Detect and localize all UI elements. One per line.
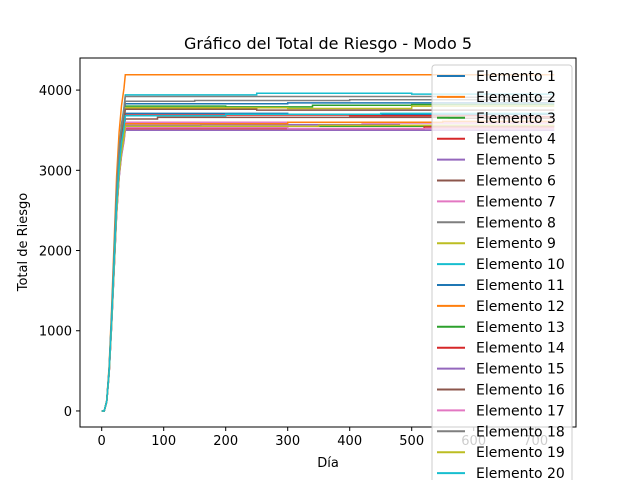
legend-label: Elemento 15 xyxy=(476,362,565,378)
legend-label: Elemento 8 xyxy=(476,215,556,231)
legend-label: Elemento 3 xyxy=(476,111,556,127)
legend-label: Elemento 14 xyxy=(476,341,565,357)
y-axis-label: Total de Riesgo xyxy=(16,193,31,293)
legend-label: Elemento 18 xyxy=(476,424,565,440)
x-tick-label: 300 xyxy=(275,434,300,449)
legend-label: Elemento 4 xyxy=(476,132,556,148)
legend-label: Elemento 20 xyxy=(476,466,565,480)
y-tick-label: 4000 xyxy=(39,84,72,99)
legend-label: Elemento 2 xyxy=(476,90,556,106)
axes-frame xyxy=(79,57,577,428)
legend-label: Elemento 12 xyxy=(476,299,565,315)
legend-label: Elemento 11 xyxy=(476,278,565,294)
x-axis-label: Día xyxy=(317,456,339,471)
legend: Elemento 1 Elemento 2 Elemento 3 Elemento 4… xyxy=(431,64,573,480)
legend-label: Elemento 19 xyxy=(476,445,565,461)
legend-label: Elemento 6 xyxy=(476,174,556,190)
y-tick-label: 1000 xyxy=(39,325,72,340)
x-tick-label: 0 xyxy=(98,434,106,449)
chart-title: Gráfico del Total de Riesgo - Modo 5 xyxy=(184,34,472,53)
legend-label: Elemento 7 xyxy=(476,194,556,210)
y-axis: 0 1000 2000 3000 4000 xyxy=(39,84,80,420)
legend-box xyxy=(431,64,573,480)
series-line-20 xyxy=(101,112,555,412)
x-tick-label: 400 xyxy=(337,434,362,449)
legend-label: Elemento 9 xyxy=(476,236,556,252)
y-tick-label: 0 xyxy=(64,405,72,420)
y-tick-label: 2000 xyxy=(39,245,72,260)
legend-label: Elemento 13 xyxy=(476,320,565,336)
x-tick-label: 500 xyxy=(399,434,424,449)
x-tick-label: 200 xyxy=(213,434,238,449)
plot-area xyxy=(101,74,555,412)
legend-label: Elemento 16 xyxy=(476,383,565,399)
legend-label: Elemento 10 xyxy=(476,257,565,273)
x-tick-label: 100 xyxy=(151,434,176,449)
y-tick-label: 3000 xyxy=(39,164,72,179)
legend-label: Elemento 1 xyxy=(476,69,556,85)
legend-label: Elemento 5 xyxy=(476,153,556,169)
legend-label: Elemento 17 xyxy=(476,403,565,419)
